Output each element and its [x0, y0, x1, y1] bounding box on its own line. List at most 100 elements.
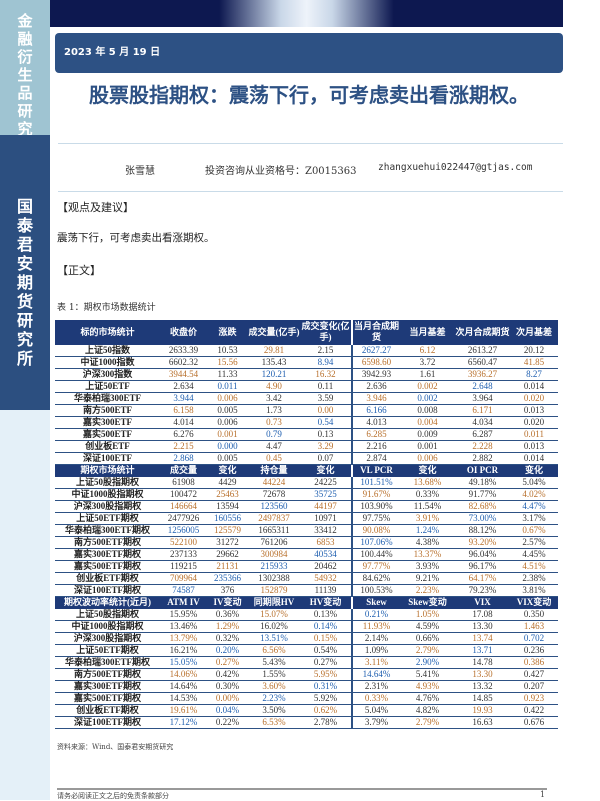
table-cell: 49.18% [455, 476, 510, 489]
row-label: 嘉实500ETF期权 [55, 692, 160, 705]
row-label: 嘉实300ETF期权 [55, 680, 160, 693]
table-cell: 3.29 [300, 440, 353, 453]
table-cell: 152879 [248, 584, 300, 597]
table-cell: 101.51% [352, 476, 400, 489]
table-cell: 5.04% [510, 476, 558, 489]
table-cell: 6.12 [400, 344, 455, 357]
row-label: 上证50股指期权 [55, 476, 160, 489]
table-cell: 6853 [300, 536, 353, 549]
table-row: 深证100ETF期权 17.12% 0.22% 6.53% 2.78% 3.79% 2.79… [55, 716, 558, 729]
table-row: 上证50股指期权 15.95% 0.36% 15.07% 0.13% 0.21% 1.05%… [55, 608, 558, 621]
table-cell: 0.00% [207, 692, 248, 705]
table-cell: 0.013 [510, 440, 558, 453]
table-cell: 6.287 [455, 428, 510, 441]
table-cell: 2.868 [160, 452, 207, 465]
table-cell: 522100 [160, 536, 207, 549]
table-cell: 19.61% [160, 704, 207, 717]
table-cell: 73.00% [455, 512, 510, 525]
table-cell: 10971 [300, 512, 353, 525]
table-cell: 13.51% [248, 632, 300, 645]
table-cell: 3.946 [352, 392, 400, 405]
footer-divider [57, 788, 547, 790]
column-header: 同期限HV [248, 596, 300, 609]
table-cell: 2.31% [352, 680, 400, 693]
table-cell: 4.82% [400, 704, 455, 717]
table-cell: 0.27% [207, 656, 248, 669]
table-cell: 0.923 [510, 692, 558, 705]
table-cell: 44224 [248, 476, 300, 489]
table-cell: 15.07% [248, 608, 300, 621]
table-cell: 61908 [160, 476, 207, 489]
table-cell: 2.38% [510, 572, 558, 585]
table-cell: 2.14% [352, 632, 400, 645]
table-cell: 0.005 [207, 452, 248, 465]
row-label: 南方500ETF期权 [55, 668, 160, 681]
table-cell: 35725 [300, 488, 353, 501]
table-cell: 4.59% [400, 620, 455, 633]
table-cell: 107.06% [352, 536, 400, 549]
table-cell: 3.81% [510, 584, 558, 597]
table-cell: 235366 [207, 572, 248, 585]
table-cell: 1302388 [248, 572, 300, 585]
table-cell: 0.014 [510, 380, 558, 393]
table-cell: 119215 [160, 560, 207, 573]
table-cell: 15.56 [207, 356, 248, 369]
table-cell: 96.17% [455, 560, 510, 573]
table-cell: 11.93% [352, 620, 400, 633]
table-cell: 6602.32 [160, 356, 207, 369]
table-cell: 0.676 [510, 716, 558, 729]
options-market-table: 标的市场统计 收盘价 涨跌 成交量(亿手) 成交变化(亿手) 当月合成期货 当月基差 次月合成… [55, 320, 558, 729]
row-label: 上证50指数 [55, 344, 160, 357]
row-label: 创业板ETF [55, 440, 160, 453]
table-cell: 6.171 [455, 404, 510, 417]
table-cell: 215933 [248, 560, 300, 573]
row-label: 上证50ETF期权 [55, 512, 160, 525]
table-row: 创业板ETF期权 19.61% 0.04% 3.50% 0.62% 5.04% 4.82% 1… [55, 704, 558, 717]
author-email[interactable]: zhangxuehui022447@gtjas.com [378, 162, 533, 173]
table-row: 沪深300股指期权 146664 13594 123560 44197 103.90% 11… [55, 500, 558, 513]
table-cell: 1.55% [248, 668, 300, 681]
table-cell: 4.38% [400, 536, 455, 549]
table-cell: 93.20% [455, 536, 510, 549]
table-cell: 40534 [300, 548, 353, 561]
table-cell: 14.53% [160, 692, 207, 705]
row-label: 嘉实500ETF [55, 428, 160, 441]
table-cell: 0.009 [400, 428, 455, 441]
table-cell: 2.636 [352, 380, 400, 393]
table-cell: 97.75% [352, 512, 400, 525]
view-text: 震荡下行，可考虑卖出看涨期权。 [57, 232, 215, 244]
table-cell: 88.12% [455, 524, 510, 537]
table-cell: 0.32% [207, 632, 248, 645]
table-cell: 3942.93 [352, 368, 400, 381]
table-cell: 4.034 [455, 416, 510, 429]
column-header: 成交变化(亿手) [300, 320, 353, 345]
sidebar-institute: 国泰君安期货研究所 [16, 197, 33, 368]
sidebar-mid [0, 135, 50, 410]
table-cell: 6.166 [352, 404, 400, 417]
table-row: 沪深300指数 3944.54 11.33 120.21 16.32 3942.93 1.6… [55, 368, 558, 381]
table-cell: 3.79% [352, 716, 400, 729]
table-cell: 0.002 [400, 380, 455, 393]
table-cell: 6.53% [248, 716, 300, 729]
table-cell: 0.36% [207, 608, 248, 621]
table-cell: 13594 [207, 500, 248, 513]
table-cell: 125579 [207, 524, 248, 537]
table-cell: 376 [207, 584, 248, 597]
table-cell: 13.30 [455, 620, 510, 633]
table-row: 嘉实500ETF 6.276 0.001 0.79 0.13 6.285 0.009 6.28… [55, 428, 558, 441]
table-cell: 4429 [207, 476, 248, 489]
table-cell: 0.427 [510, 668, 558, 681]
table-cell: 20462 [300, 560, 353, 573]
table-cell: 8.27 [510, 368, 558, 381]
table-cell: 0.67% [510, 524, 558, 537]
table-cell: 0.11 [300, 380, 353, 393]
table-cell: 135.43 [248, 356, 300, 369]
table-cell: 0.66% [400, 632, 455, 645]
column-header: IV变动 [207, 596, 248, 609]
table-cell: 4.02% [510, 488, 558, 501]
table-cell: 0.004 [400, 416, 455, 429]
table-cell: 0.31% [300, 680, 353, 693]
table-cell: 14.78 [455, 656, 510, 669]
table-cell: 19.93 [455, 704, 510, 717]
table-cell: 4.47% [510, 500, 558, 513]
